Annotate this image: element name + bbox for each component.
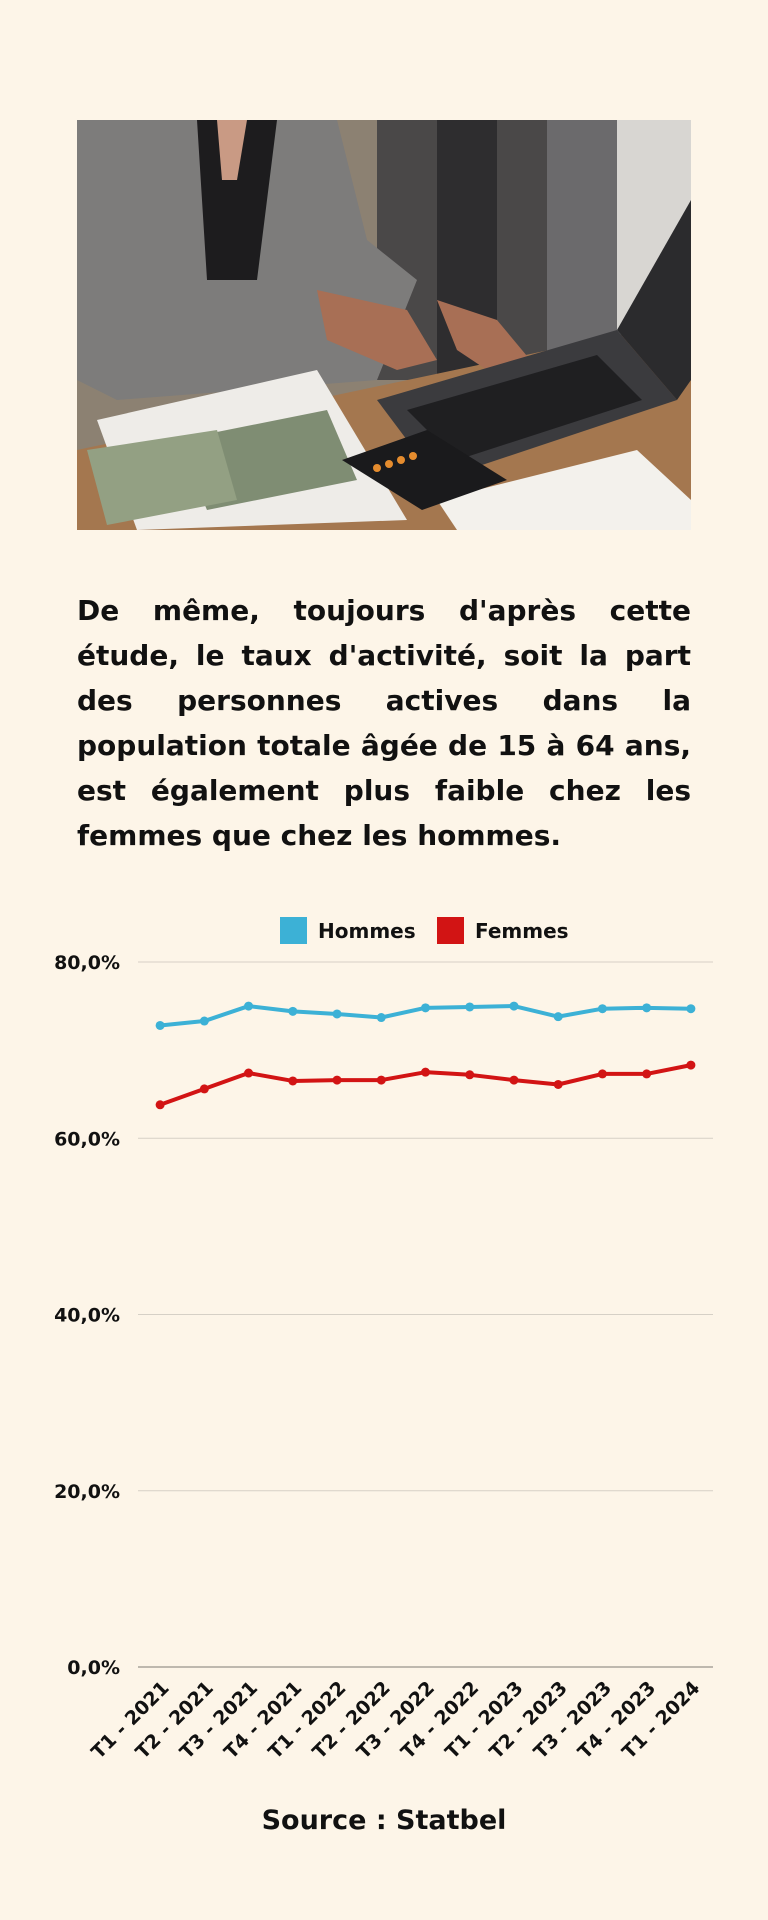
data-point-femmes [509,1075,519,1085]
data-point-femmes [288,1076,298,1086]
y-tick-label: 20,0% [54,1481,120,1503]
data-point-hommes [642,1003,652,1013]
data-point-femmes [642,1069,652,1079]
article-photo [77,120,691,530]
data-point-hommes [244,1001,254,1011]
source-caption: Source : Statbel [261,1805,507,1836]
data-point-hommes [155,1020,165,1030]
data-point-hommes [421,1003,430,1013]
data-point-femmes [244,1068,254,1078]
data-point-hommes [332,1009,342,1019]
data-point-hommes [288,1006,298,1016]
data-point-hommes [553,1012,563,1022]
data-point-femmes [155,1100,165,1110]
article-paragraph: De même, toujours d'après cette étude, l… [77,594,691,852]
y-tick-label: 60,0% [54,1128,120,1150]
y-tick-label: 40,0% [54,1305,120,1327]
data-point-femmes [686,1060,696,1070]
data-point-hommes [597,1004,607,1014]
data-point-hommes [376,1013,386,1023]
y-tick-label: 0,0% [67,1657,120,1679]
data-point-hommes [465,1002,475,1012]
data-point-hommes [686,1004,696,1014]
activity-rate-chart: 0,0% 20,0% 40,0% 60,0% 80,0% T1 - 2021 T2 - 20… [0,900,768,1800]
data-point-femmes [376,1075,386,1085]
data-point-femmes [332,1075,342,1085]
data-point-hommes [199,1016,209,1026]
data-point-femmes [553,1079,563,1089]
legend-label: Femmes [475,919,569,943]
y-tick-label: 80,0% [54,952,120,974]
photo-woman-laptop-icon [77,120,691,530]
legend-label: Hommes [318,919,416,943]
data-point-femmes [421,1067,430,1077]
data-point-hommes [509,1001,519,1011]
data-point-femmes [597,1069,607,1079]
data-point-femmes [199,1084,209,1094]
legend-swatch-femmes [437,917,464,944]
data-point-femmes [465,1070,475,1080]
legend-swatch-hommes [280,917,307,944]
